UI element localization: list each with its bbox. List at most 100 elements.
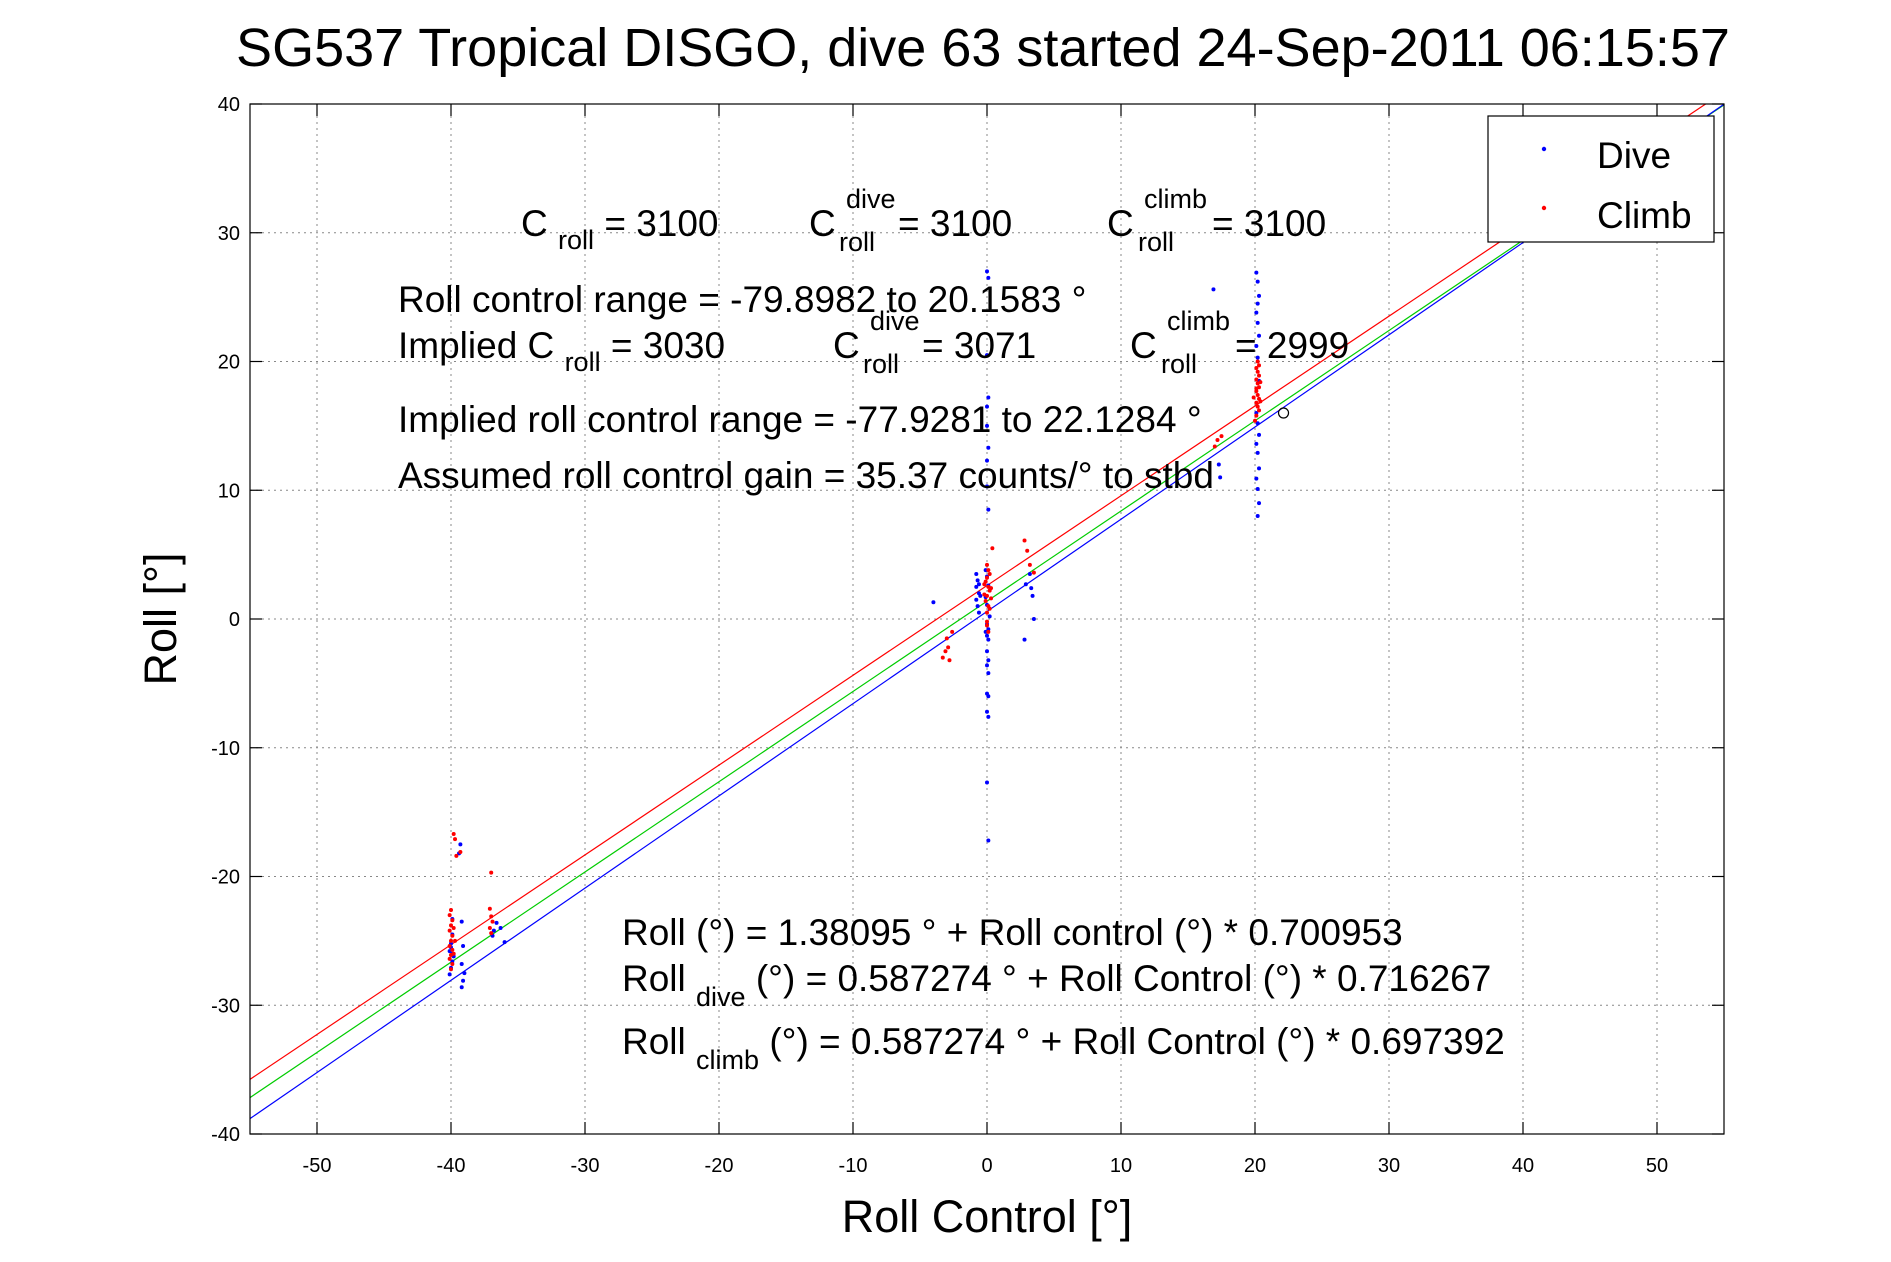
climb-point (1257, 363, 1262, 368)
climb-point (450, 918, 455, 923)
implied-roll-control-range: Implied roll control range = -77.9281 to… (398, 399, 1202, 440)
x-axis-label: Roll Control [°] (842, 1191, 1133, 1242)
climb-point (458, 850, 463, 855)
implied-c-climb-sup: climb (1167, 306, 1230, 336)
implied-c-climb-main: C (1130, 325, 1157, 366)
climb-point (989, 586, 994, 591)
climb-point (946, 645, 951, 650)
climb-point (447, 928, 452, 933)
fit-all-equation: Roll (°) = 1.38095 ° + Roll control (°) … (622, 912, 1403, 953)
implied-c-dive-line: C dive (833, 306, 920, 366)
y-tick-label: 10 (218, 480, 240, 502)
climb-point (453, 837, 458, 842)
climb-point (1219, 434, 1224, 439)
dive-point (498, 926, 503, 930)
implied-c-dive-sub-line: roll (863, 349, 899, 379)
climb-point (950, 629, 955, 634)
x-tick-label: -10 (839, 1155, 868, 1177)
climb-point (986, 629, 991, 634)
dive-point (1255, 320, 1260, 325)
fit-climb-main: Roll (622, 1021, 686, 1062)
x-tick-label: -40 (437, 1155, 466, 1177)
c-climb-value-line: = 3100 (1212, 203, 1326, 244)
dive-point (976, 582, 981, 587)
climb-point (454, 853, 459, 858)
dive-point (974, 584, 979, 589)
climb-point (450, 933, 455, 938)
y-tick-labels: -40 -30 -20 -10 0 10 20 30 40 (211, 94, 240, 1146)
dive-point (459, 919, 464, 924)
dive-point (986, 658, 991, 663)
climb-point (1254, 413, 1259, 418)
climb-point (982, 592, 987, 597)
climb-point (1254, 377, 1259, 382)
dive-point (1254, 476, 1259, 481)
c-dive-sup: dive (846, 184, 896, 214)
legend-dive-label: Dive (1597, 135, 1671, 176)
dive-point (1029, 586, 1034, 591)
climb-point (985, 610, 989, 615)
c-dive-main: C (809, 203, 836, 244)
legend: Dive Climb (1487, 115, 1715, 243)
dive-point (986, 275, 991, 280)
y-tick-label: 40 (218, 94, 240, 116)
dive-point (1255, 421, 1260, 426)
c-dive-value-line: = 3100 (898, 203, 1012, 244)
climb-point (944, 636, 949, 641)
fit-dive-main: Roll (622, 958, 686, 999)
dive-point (459, 985, 464, 990)
climb-point (1255, 392, 1260, 397)
dive-point (1254, 344, 1259, 349)
dive-point (462, 971, 467, 976)
roll-control-range: Roll control range = -79.8982 to 20.1583… (398, 279, 1086, 320)
x-tick-label: 40 (1512, 1155, 1534, 1177)
climb-point (982, 582, 987, 587)
implied-c-climb-value: = 2999 (1235, 325, 1349, 366)
c-climb-main: C (1107, 203, 1134, 244)
dive-point (986, 671, 991, 676)
climb-point (453, 938, 458, 943)
climb-point (1254, 365, 1259, 370)
climb-point (447, 956, 452, 961)
climb-point (1253, 418, 1257, 423)
implied-c-roll-main: Implied C (398, 325, 554, 366)
dive-point (986, 714, 991, 719)
dive-point (986, 838, 991, 843)
climb-point (489, 914, 494, 919)
climb-point (1254, 400, 1259, 405)
climb-point (987, 606, 992, 611)
dive-point (985, 404, 989, 409)
dive-point (985, 269, 989, 274)
dive-point (458, 842, 463, 847)
climb-point (487, 906, 492, 911)
climb-point (1257, 408, 1262, 413)
dive-point (987, 614, 992, 619)
dive-point (459, 962, 464, 967)
climb-point (1027, 562, 1032, 567)
climb-point (447, 944, 452, 949)
climb-point (1212, 444, 1217, 449)
climb-point (1255, 369, 1260, 374)
dive-point (1216, 462, 1221, 467)
implied-c-dive-sub: roll (863, 349, 899, 379)
x-tick-labels: -50 -40 -30 -20 -10 0 10 20 30 40 50 (303, 1155, 1669, 1177)
fit-climb-sub: climb (696, 1045, 759, 1075)
climb-point (449, 938, 453, 943)
dive-point (1257, 333, 1262, 338)
dive-point (1023, 582, 1028, 587)
c-climb-line: C climb (1107, 184, 1207, 244)
c-dive-line: C dive (809, 184, 896, 244)
dive-point (975, 578, 980, 583)
climb-point (1258, 399, 1263, 404)
y-tick-label: 20 (218, 352, 240, 374)
c-dive-sub: roll (839, 227, 875, 257)
climb-point (1257, 373, 1262, 378)
climb-point (985, 562, 989, 567)
dive-point (986, 445, 991, 450)
dive-point (494, 920, 499, 925)
climb-point (947, 658, 952, 663)
fit-climb-rest: (°) = 0.587274 ° + Roll Control (°) * 0.… (769, 1021, 1504, 1062)
climb-point (447, 913, 452, 918)
x-tick-label: -50 (303, 1155, 332, 1177)
chart-title: SG537 Tropical DISGO, dive 63 started 24… (236, 18, 1730, 78)
